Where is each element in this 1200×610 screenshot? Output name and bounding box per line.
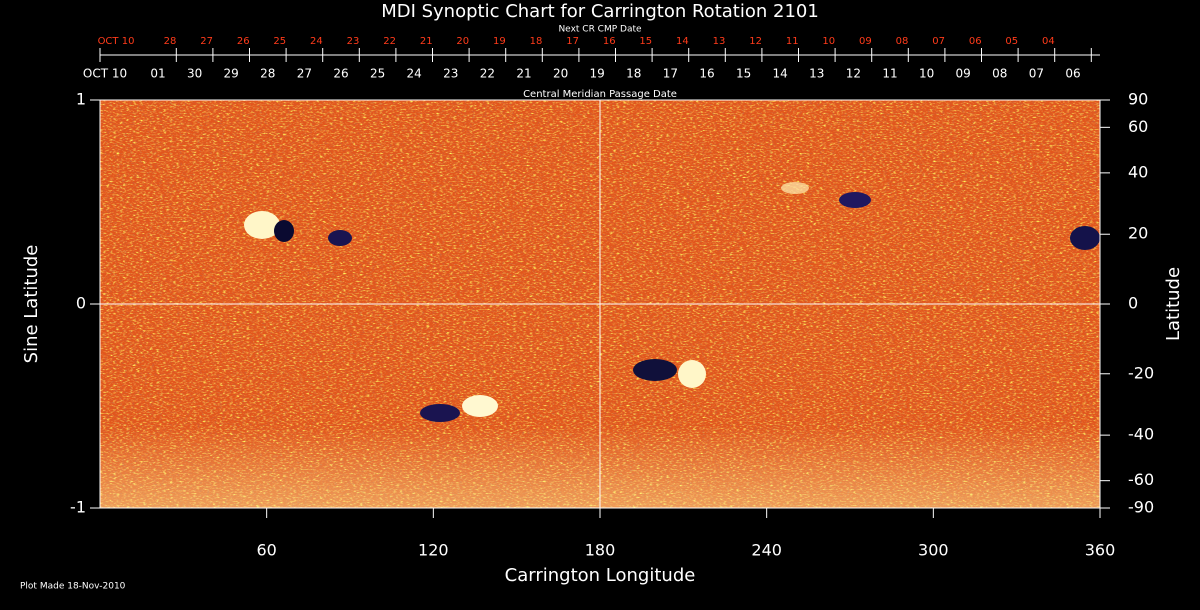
- cmp-date-label: 28: [260, 67, 275, 81]
- negative-spot: [274, 220, 294, 242]
- negative-spot: [1070, 226, 1100, 250]
- next-cr-date-label: 23: [347, 36, 360, 47]
- cmp-date-label: 13: [809, 67, 824, 81]
- y2-tick-label: 60: [1128, 117, 1148, 136]
- cmp-date-label: 07: [1029, 67, 1044, 81]
- negative-spot: [633, 359, 677, 381]
- y2-axis-label: Latitude: [1163, 267, 1184, 341]
- next-cr-date-label: 25: [273, 36, 286, 47]
- x-tick-label: 120: [418, 541, 449, 560]
- y2-tick-label: -60: [1128, 470, 1154, 489]
- cmp-date-label: 27: [297, 67, 312, 81]
- next-cr-date-label: 19: [493, 36, 506, 47]
- next-cr-date-label: 10: [822, 36, 835, 47]
- cmp-date-label: 30: [187, 67, 202, 81]
- y2-tick-label: 40: [1128, 162, 1148, 181]
- cmp-date-label: 23: [443, 67, 458, 81]
- cmp-date-label: 10: [919, 67, 934, 81]
- next-cr-date-label: 17: [566, 36, 579, 47]
- cmp-date-label: 18: [626, 67, 641, 81]
- x-tick-label: 240: [751, 541, 782, 560]
- y2-tick-label: 0: [1128, 294, 1138, 313]
- y-tick-label: 0: [76, 294, 86, 313]
- second-axis-title: Central Meridian Passage Date: [523, 89, 677, 100]
- next-cr-date-label: 26: [237, 36, 250, 47]
- next-cr-date-label: 21: [420, 36, 433, 47]
- cmp-date-label: 12: [846, 67, 861, 81]
- y2-tick-label: -20: [1128, 363, 1154, 382]
- cmp-date-label: 21: [516, 67, 531, 81]
- y2-tick-label: -90: [1128, 498, 1154, 517]
- x-axis-label: Carrington Longitude: [505, 565, 696, 586]
- next-cr-date-label: 14: [676, 36, 689, 47]
- next-cr-date-label: 11: [786, 36, 799, 47]
- positive-spot: [244, 211, 280, 239]
- next-cr-date-label: 13: [713, 36, 726, 47]
- positive-spot: [678, 360, 706, 388]
- next-cr-date-label: 15: [639, 36, 652, 47]
- x-tick-label: 300: [918, 541, 949, 560]
- cmp-date-label: 24: [407, 67, 422, 81]
- y2-tick-label: 20: [1128, 224, 1148, 243]
- x-tick-label: 360: [1085, 541, 1116, 560]
- top-axis-title: Next CR CMP Date: [558, 25, 642, 35]
- cmp-date-label: 08: [992, 67, 1007, 81]
- next-cr-date-label: 27: [200, 36, 213, 47]
- y-tick-label: 1: [76, 90, 86, 109]
- footnote: Plot Made 18-Nov-2010: [20, 582, 126, 592]
- next-cr-date-label: 06: [969, 36, 982, 47]
- cmp-date-label: 19: [590, 67, 605, 81]
- y2-tick-label: -40: [1128, 425, 1154, 444]
- next-cr-date-label: 16: [603, 36, 616, 47]
- cmp-date-label: 29: [224, 67, 239, 81]
- next-cr-date-label: 28: [164, 36, 177, 47]
- chart-title: MDI Synoptic Chart for Carrington Rotati…: [381, 1, 819, 22]
- active-regions: [244, 182, 1100, 422]
- y-tick-label: -1: [70, 498, 86, 517]
- next-cr-date-label: 09: [859, 36, 872, 47]
- next-cr-date-label: 12: [749, 36, 762, 47]
- cmp-date-label: 16: [699, 67, 714, 81]
- cmp-date-label: 22: [480, 67, 495, 81]
- cmp-date-label: 01: [150, 67, 165, 81]
- cmp-date-label: 14: [773, 67, 788, 81]
- cmp-date-label: 09: [956, 67, 971, 81]
- negative-spot: [839, 192, 871, 208]
- next-cr-date-label: 07: [932, 36, 945, 47]
- cmp-date-label: 20: [553, 67, 568, 81]
- negative-spot: [420, 404, 460, 422]
- next-cr-date-label: 05: [1005, 36, 1018, 47]
- positive-spot: [462, 395, 498, 417]
- cmp-date-label: OCT 10: [83, 67, 127, 81]
- y2-tick-label: 90: [1128, 90, 1148, 109]
- cmp-date-label: 26: [333, 67, 348, 81]
- x-tick-label: 60: [256, 541, 276, 560]
- positive-spot: [781, 182, 809, 194]
- next-cr-date-label: 24: [310, 36, 323, 47]
- next-cr-date-label: OCT 10: [98, 36, 135, 47]
- next-cr-date-label: 20: [456, 36, 469, 47]
- cmp-date-label: 11: [882, 67, 897, 81]
- cmp-date-label: 06: [1065, 67, 1080, 81]
- x-tick-label: 180: [585, 541, 616, 560]
- next-cr-date-label: 08: [896, 36, 909, 47]
- cmp-date-label: 25: [370, 67, 385, 81]
- cmp-date-label: 15: [736, 67, 751, 81]
- next-cr-date-label: 04: [1042, 36, 1055, 47]
- next-cr-date-label: 22: [383, 36, 396, 47]
- next-cr-date-label: 18: [530, 36, 543, 47]
- negative-spot: [328, 230, 352, 246]
- cmp-date-label: 17: [663, 67, 678, 81]
- y-axis-label: Sine Latitude: [21, 245, 42, 364]
